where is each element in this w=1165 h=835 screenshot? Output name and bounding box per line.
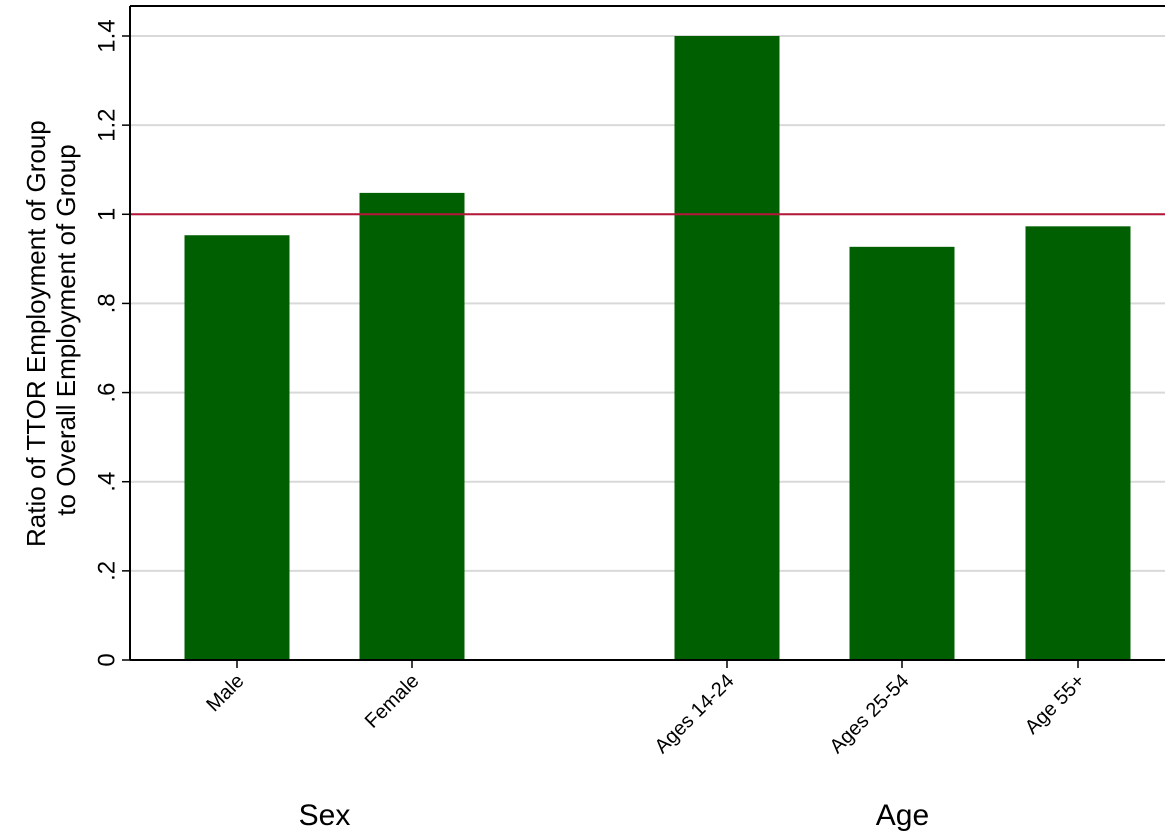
y-tick-label: .8 [93,293,120,313]
bar [849,246,955,660]
y-tick-label: 0 [93,653,120,666]
group-label: Age [876,799,929,832]
x-tick-label: Ages 14-24 [651,670,739,758]
y-axis-title-line-2: to Overall Employment of Group [51,144,81,515]
x-tick-label: Ages 25-54 [826,670,914,758]
bar [184,235,290,660]
bars [184,36,1131,661]
y-tick-label: .2 [93,561,120,581]
y-tick-label: 1.4 [93,19,120,52]
x-tick-label: Age 55+ [1021,670,1090,739]
y-tick-label: 1 [93,208,120,221]
bar [359,192,465,661]
y-tick-label: 1.2 [93,108,120,141]
bar [674,36,780,660]
axes [122,5,1165,668]
y-tick-label: .4 [93,472,120,492]
x-tick-label: Female [361,670,424,733]
y-tick-label: .6 [93,383,120,403]
y-axis-title: Ratio of TTOR Employment of Group to Ove… [21,113,81,547]
group-label: Sex [299,799,351,832]
bar [1025,226,1131,660]
y-axis-title-line-1: Ratio of TTOR Employment of Group [21,120,51,547]
x-tick-label: Male [202,670,248,716]
